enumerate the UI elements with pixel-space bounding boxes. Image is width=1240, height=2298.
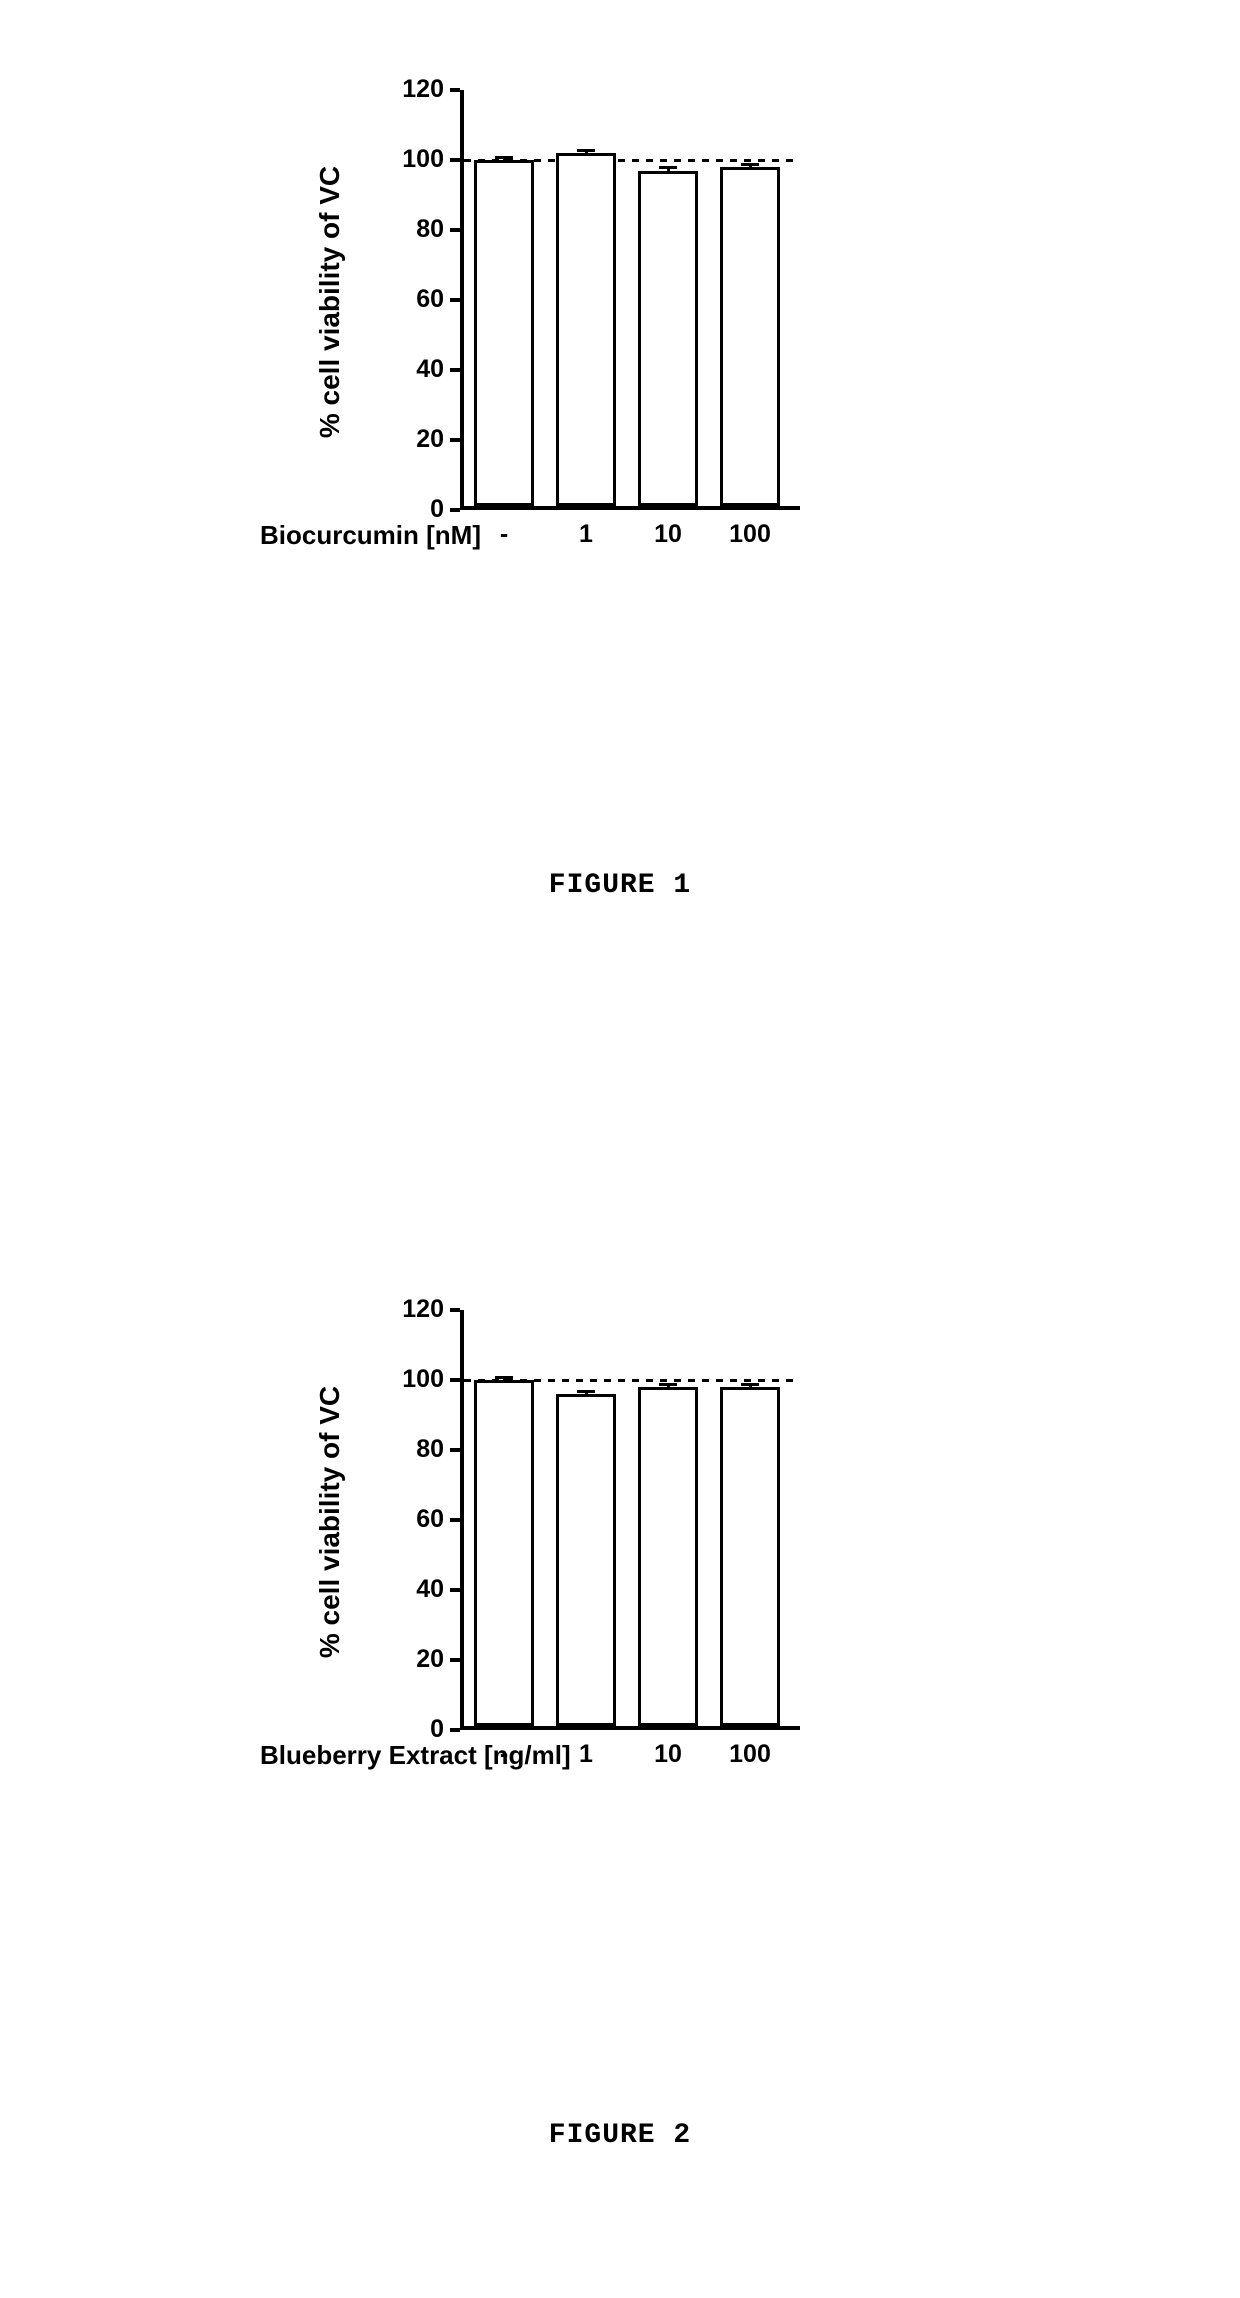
figure-1-block: 020406080100120-110100 % cell viability o… <box>260 60 980 680</box>
figure-1-plot-area: 020406080100120-110100 <box>460 90 800 510</box>
error-bar-cap <box>577 149 595 152</box>
figure-1-caption: FIGURE 1 <box>0 870 1240 901</box>
y-tick-mark <box>450 438 460 442</box>
y-axis-line <box>460 90 464 510</box>
x-tick-label: 100 <box>720 1740 780 1769</box>
figure-2-block: 020406080100120-110100 % cell viability o… <box>260 1280 980 1900</box>
y-tick-label: 80 <box>384 1435 444 1464</box>
y-tick-label: 40 <box>384 355 444 384</box>
x-tick-label: 100 <box>720 520 780 549</box>
y-tick-label: 80 <box>384 215 444 244</box>
y-tick-label: 120 <box>384 1295 444 1324</box>
y-tick-mark <box>450 1658 460 1662</box>
error-bar-cap <box>659 166 677 169</box>
error-bar-cap <box>495 1376 513 1379</box>
y-tick-label: 20 <box>384 425 444 454</box>
error-bar-cap <box>577 1390 595 1393</box>
bar <box>556 153 616 506</box>
y-tick-mark <box>450 88 460 92</box>
x-tick-label: 10 <box>638 520 698 549</box>
error-bar-cap <box>659 1383 677 1386</box>
bar <box>474 160 534 506</box>
x-tick-label: 1 <box>556 520 616 549</box>
error-bar-cap <box>741 1383 759 1386</box>
y-tick-mark <box>450 228 460 232</box>
y-tick-mark <box>450 1378 460 1382</box>
bar <box>638 1387 698 1726</box>
error-bar-cap <box>741 163 759 166</box>
y-axis-line <box>460 1310 464 1730</box>
bar <box>556 1394 616 1726</box>
x-axis-label: Biocurcumin [nM] <box>260 520 459 551</box>
y-tick-label: 120 <box>384 75 444 104</box>
y-tick-mark <box>450 1728 460 1732</box>
y-tick-mark <box>450 1308 460 1312</box>
bar <box>638 171 698 507</box>
y-tick-mark <box>450 1588 460 1592</box>
y-tick-label: 40 <box>384 1575 444 1604</box>
y-tick-mark <box>450 158 460 162</box>
y-axis-label: % cell viability of VC <box>314 152 346 452</box>
figure-2-caption: FIGURE 2 <box>0 2120 1240 2151</box>
y-tick-mark <box>450 1448 460 1452</box>
bar <box>720 167 780 506</box>
y-tick-label: 20 <box>384 1645 444 1674</box>
bar <box>720 1387 780 1726</box>
bar <box>474 1380 534 1726</box>
y-tick-label: 100 <box>384 1365 444 1394</box>
x-axis-line <box>460 1726 800 1730</box>
x-tick-label: - <box>474 520 534 549</box>
error-bar-cap <box>495 156 513 159</box>
x-axis-label: Blueberry Extract [ng/ml] <box>260 1740 459 1771</box>
y-axis-label: % cell viability of VC <box>314 1372 346 1672</box>
y-tick-label: 60 <box>384 285 444 314</box>
y-tick-mark <box>450 368 460 372</box>
figure-2-plot-area: 020406080100120-110100 <box>460 1310 800 1730</box>
y-tick-label: 100 <box>384 145 444 174</box>
y-tick-mark <box>450 508 460 512</box>
x-axis-line <box>460 506 800 510</box>
y-tick-mark <box>450 1518 460 1522</box>
x-tick-label: 10 <box>638 1740 698 1769</box>
y-tick-label: 60 <box>384 1505 444 1534</box>
y-tick-mark <box>450 298 460 302</box>
